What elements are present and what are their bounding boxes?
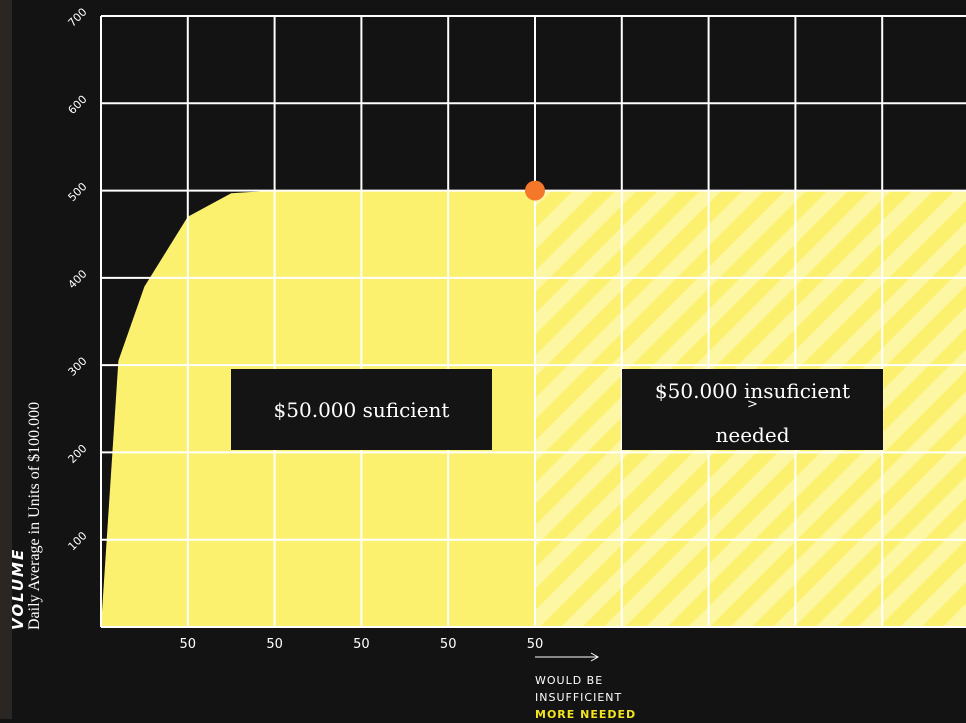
insufficient-region-label: $50.000 insuficient > needed <box>622 369 883 450</box>
annotation-highlight: MORE NEEDED <box>535 708 637 721</box>
left-edge-strip <box>0 0 12 719</box>
y-tick-label: 600 <box>66 93 90 117</box>
insufficient-label-line-3: needed <box>715 423 790 447</box>
y-tick-label: 700 <box>66 6 90 30</box>
y-tick-label: 100 <box>66 529 90 553</box>
y-tick-label: 500 <box>66 180 90 204</box>
insufficient-label-line-2: > <box>747 397 758 412</box>
y-tick-label: 400 <box>66 267 90 291</box>
threshold-point <box>525 180 545 201</box>
annotation-arrow-head <box>590 652 600 662</box>
annotation-line-1: WOULD BE <box>535 674 604 687</box>
threshold-annotation: WOULD BE INSUFFICIENT MORE NEEDED <box>535 672 636 723</box>
insufficient-label-line-1: $50.000 insuficient <box>654 379 851 403</box>
annotation-line-2: INSUFFICIENT <box>535 691 623 704</box>
y-axis-subtitle: Daily Average in Units of $100.000 <box>26 401 43 630</box>
sufficient-region-label: $50.000 suficient <box>231 369 492 450</box>
x-tick-label: 50 <box>180 637 197 652</box>
sufficient-label-text: $50.000 suficient <box>273 397 450 422</box>
y-axis-label: VOLUME Daily Average in Units of $100.00… <box>9 401 44 630</box>
y-tick-label: 300 <box>66 355 90 379</box>
y-axis-title: VOLUME <box>9 547 27 630</box>
x-tick-label: 50 <box>353 637 370 652</box>
x-tick-label: 50 <box>527 637 544 652</box>
x-tick-label: 50 <box>266 637 283 652</box>
y-tick-label: 200 <box>66 442 90 466</box>
x-tick-label: 50 <box>440 637 457 652</box>
